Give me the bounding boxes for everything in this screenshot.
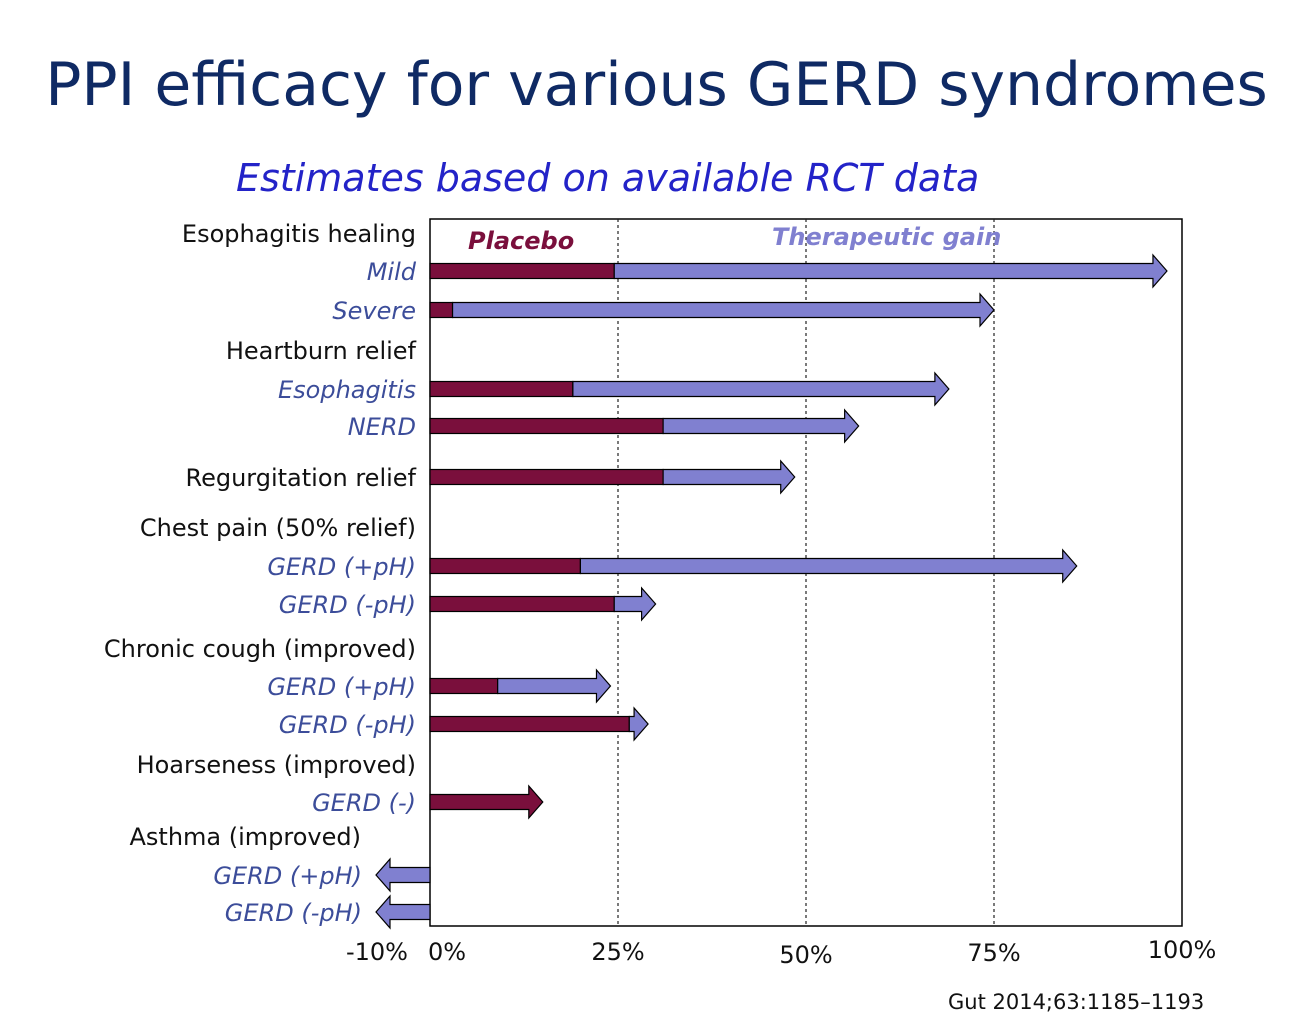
subcategory-label: GERD (-) <box>312 789 416 817</box>
placebo-bar <box>429 301 454 319</box>
page-title: PPI efficacy for various GERD syndromes <box>45 50 1268 120</box>
gain-arrow <box>375 857 431 893</box>
subcategory-label: GERD (-pH) <box>279 591 416 619</box>
category-label: Heartburn relief <box>226 337 417 365</box>
placebo-bar <box>429 557 581 575</box>
citation: Gut 2014;63:1185–1193 <box>948 990 1205 1014</box>
category-label: Asthma (improved) <box>130 823 362 851</box>
gain-arrow <box>451 292 995 328</box>
chart-subtitle: Estimates based on available RCT data <box>236 156 980 200</box>
subcategory-label: GERD (+pH) <box>213 862 362 890</box>
legend-placebo: Placebo <box>468 227 574 255</box>
placebo-bar <box>429 677 499 695</box>
gain-arrow <box>613 253 1168 289</box>
gain-arrow <box>579 548 1078 584</box>
placebo-bar <box>429 417 664 435</box>
subcategory-label: GERD (-pH) <box>279 711 416 739</box>
x-tick-label: 0% <box>428 938 466 966</box>
gain-arrow <box>375 894 431 930</box>
x-tick-label: 75% <box>967 939 1020 967</box>
category-label: Hoarseness (improved) <box>137 751 416 779</box>
gain-arrow <box>628 706 649 742</box>
placebo-bar <box>429 380 574 398</box>
gain-arrow <box>662 408 860 444</box>
category-label: Chronic cough (improved) <box>104 635 416 663</box>
placebo-bar <box>429 468 664 486</box>
subcategory-label: Mild <box>367 258 417 286</box>
x-tick-label: 50% <box>779 941 832 969</box>
x-tick-label: 25% <box>591 938 644 966</box>
placebo-bar <box>429 262 615 280</box>
subcategory-label: GERD (+pH) <box>267 673 416 701</box>
gain-arrow <box>497 668 612 704</box>
category-label: Esophagitis healing <box>182 220 416 248</box>
category-label: Chest pain (50% relief) <box>140 514 416 542</box>
placebo-bar <box>429 715 630 733</box>
x-tick-label: -10% <box>346 938 408 966</box>
legend-therapeutic-gain: Therapeutic gain <box>772 223 1001 251</box>
subcategory-label: NERD <box>348 413 416 441</box>
category-label: Regurgitation relief <box>185 464 416 492</box>
gain-arrow <box>572 371 950 407</box>
subcategory-label: GERD (+pH) <box>267 553 416 581</box>
x-tick-label: 100% <box>1148 936 1217 964</box>
placebo-bar <box>429 595 615 613</box>
subcategory-label: GERD (-pH) <box>225 899 362 927</box>
subcategory-label: Severe <box>332 297 416 325</box>
gain-arrow <box>662 459 796 495</box>
placebo-arrow <box>429 784 544 820</box>
gain-arrow <box>613 586 657 622</box>
subcategory-label: Esophagitis <box>278 376 416 404</box>
